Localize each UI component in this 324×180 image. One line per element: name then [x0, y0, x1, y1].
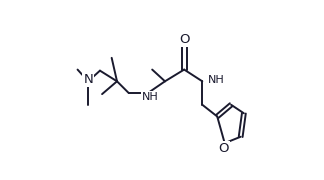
Text: NH: NH — [208, 75, 225, 85]
Text: O: O — [179, 33, 190, 46]
Text: NH: NH — [142, 92, 158, 102]
Text: O: O — [218, 142, 229, 155]
Text: N: N — [83, 73, 93, 86]
